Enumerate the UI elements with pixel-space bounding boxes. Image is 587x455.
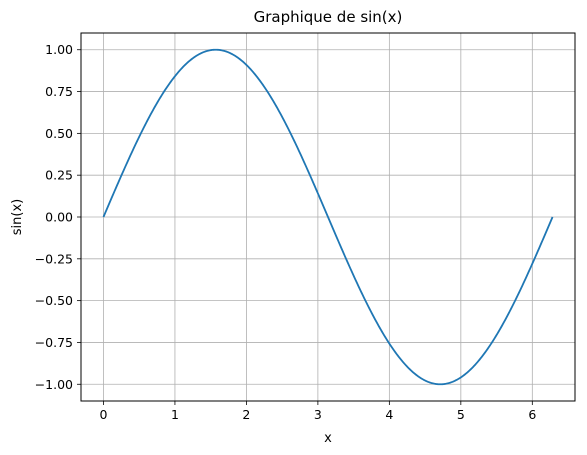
series-line-sin	[102, 48, 554, 386]
y-tick-label: 0.50	[45, 126, 73, 141]
y-tick-label: 0.00	[45, 210, 73, 225]
chart-title: Graphique de sin(x)	[254, 8, 403, 26]
y-tick-label: 0.75	[45, 84, 73, 99]
x-tick-label: 6	[528, 407, 536, 422]
y-tick-label: −0.50	[35, 293, 73, 308]
y-tick-label: −0.75	[35, 335, 73, 350]
x-tick-label: 0	[99, 407, 107, 422]
ticks: 0 1 2 3 4 5 6 −1.00 −0.75 −0.50 −0.25 0.00 0.25 0.50 0…	[35, 42, 537, 422]
x-tick-label: 5	[457, 407, 465, 422]
x-tick-label: 3	[314, 407, 322, 422]
y-tick-label: −1.00	[35, 377, 73, 392]
x-tick-label: 1	[171, 407, 179, 422]
y-tick-label: 1.00	[45, 42, 73, 57]
y-axis-label: sin(x)	[10, 199, 25, 235]
x-axis-label: x	[324, 431, 332, 446]
x-tick-label: 4	[385, 407, 393, 422]
y-tick-label: 0.25	[45, 168, 73, 183]
grid	[81, 33, 575, 401]
x-tick-label: 2	[242, 407, 250, 422]
series-layer	[102, 48, 554, 386]
y-tick-label: −0.25	[35, 251, 73, 266]
